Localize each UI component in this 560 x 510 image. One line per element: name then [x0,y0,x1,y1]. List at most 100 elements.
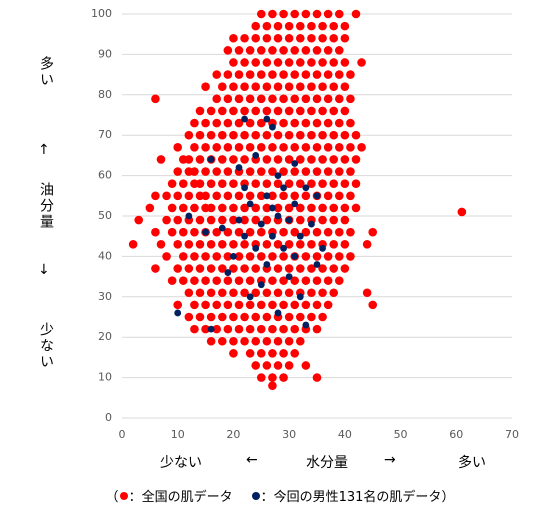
point [263,115,271,123]
point [284,264,294,273]
point [201,82,210,92]
point [201,118,210,128]
point [285,216,293,224]
x-tick-label: 10 [171,428,185,441]
point [295,336,305,346]
point [185,212,193,220]
point [212,167,222,176]
point [295,130,305,140]
point [290,191,300,201]
point [284,336,294,346]
point [262,106,272,116]
point [184,288,194,298]
point [290,300,300,310]
point [307,58,316,67]
point [279,276,288,285]
point [279,227,288,237]
point [240,239,249,249]
point [323,227,333,237]
point [340,239,350,249]
point [346,143,355,152]
point [301,252,311,261]
point [223,300,233,310]
point [346,118,355,128]
point [151,227,160,237]
point [151,191,160,201]
point [284,203,294,213]
point [262,21,272,31]
point [223,191,233,201]
point [285,273,293,280]
point [234,252,244,261]
point [240,215,249,225]
point [201,252,210,261]
point [312,373,322,382]
point [346,70,355,79]
point [262,203,272,213]
point [212,324,222,334]
point [329,33,339,43]
point [245,94,255,104]
point [223,227,233,237]
point [301,70,311,79]
point [279,167,288,176]
point [307,179,316,188]
point [295,179,305,188]
point [329,264,339,273]
point [268,167,277,176]
point [318,106,327,116]
point [229,130,238,140]
point [251,203,261,213]
point [201,324,210,334]
point [240,203,249,213]
point [307,82,316,92]
point [318,21,327,31]
point [229,239,238,249]
point [212,118,222,128]
point [284,82,294,92]
point [256,191,266,201]
point [245,349,255,358]
point [234,118,244,128]
point [312,94,322,104]
point [206,239,216,249]
point [340,203,350,213]
point [340,179,350,188]
point [273,239,283,249]
point [307,106,316,116]
point [323,94,333,104]
point [351,203,361,213]
point [268,70,277,79]
x-tick-label: 0 [119,428,126,441]
point [279,191,288,201]
point [312,167,322,176]
point [234,324,244,334]
point [268,9,277,19]
point [312,227,322,237]
point [173,167,183,176]
point [295,239,305,249]
point [318,155,327,164]
point [307,312,316,322]
point [251,21,261,31]
point [245,227,255,237]
point [318,58,327,67]
point [230,253,237,260]
y-tick-label: 50 [98,209,112,222]
point [268,252,277,261]
point [323,252,333,261]
point [245,300,255,310]
x-tick-label: 30 [282,428,296,441]
point [340,58,350,67]
point [234,94,244,104]
point [184,264,194,273]
point [223,324,233,334]
point [269,204,276,212]
point [256,94,266,104]
point [235,216,243,224]
point [262,312,272,322]
point [195,155,205,164]
point [184,239,194,249]
point [329,82,339,92]
point [346,252,355,261]
